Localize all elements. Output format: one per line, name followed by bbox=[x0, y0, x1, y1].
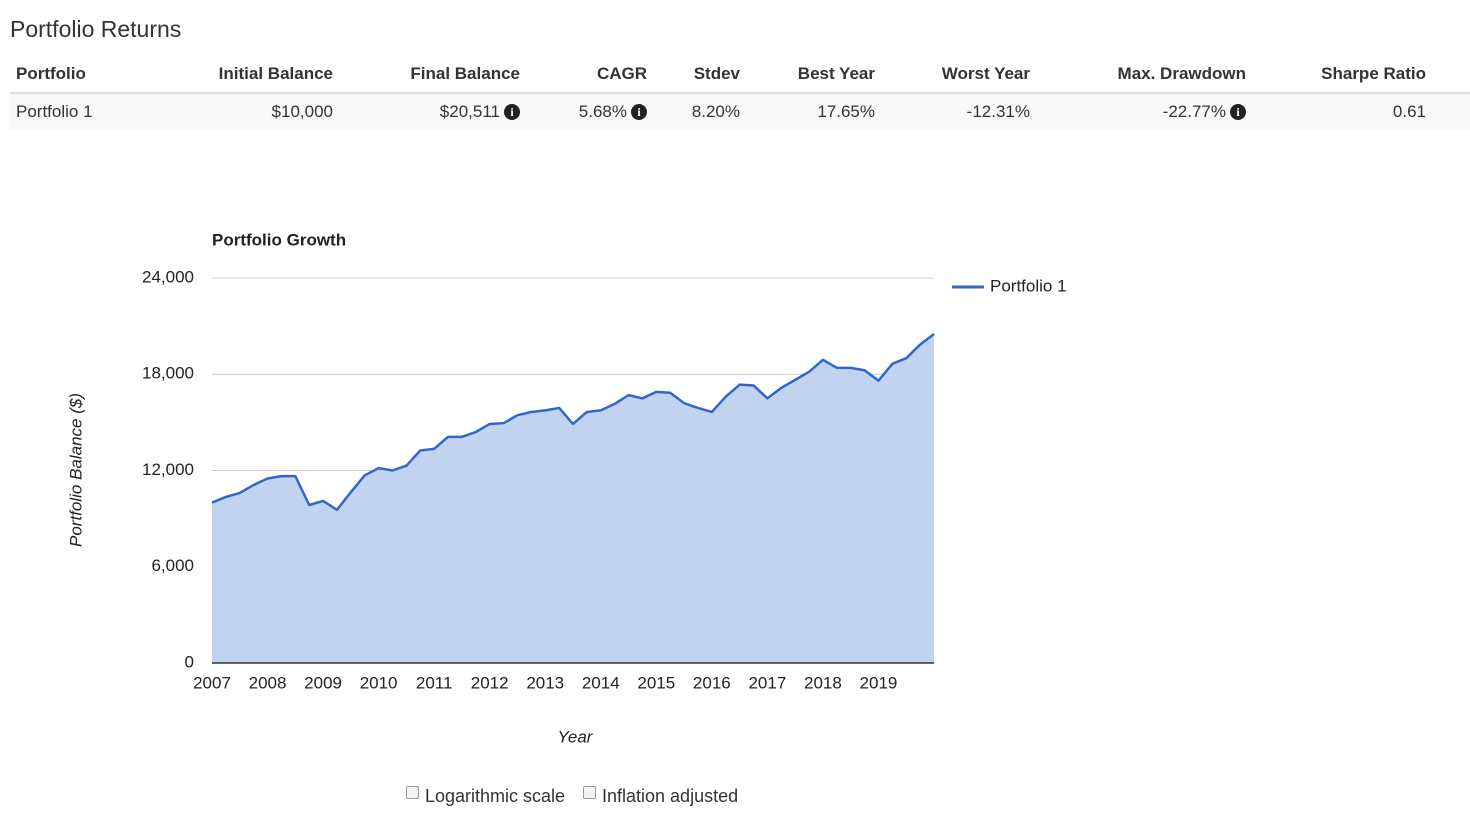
cell: 17.65% bbox=[746, 93, 881, 130]
checkbox-label: Inflation adjusted bbox=[602, 786, 739, 806]
info-icon[interactable]: i bbox=[631, 104, 647, 120]
column-header: Portfolio bbox=[10, 55, 200, 94]
column-header: Max. Drawdown bbox=[1036, 55, 1252, 94]
checkbox[interactable] bbox=[406, 786, 419, 799]
legend-label: Portfolio 1 bbox=[990, 276, 1067, 295]
column-header: CAGR bbox=[526, 55, 653, 94]
area-fill bbox=[212, 333, 934, 663]
data-row: Portfolio 1 $10,000 $20,511 i 5.68% i 8.20… bbox=[10, 93, 1470, 130]
cell: -22.77% bbox=[1162, 102, 1226, 121]
column-header: Stdev bbox=[653, 55, 746, 94]
cell: $10,000 bbox=[200, 93, 339, 130]
chart-title: Portfolio Growth bbox=[212, 230, 346, 249]
cell-with-info: $20,511 i bbox=[339, 93, 526, 130]
y-axis-label: Portfolio Balance ($) bbox=[66, 393, 85, 547]
y-tick-label: 12,000 bbox=[142, 460, 194, 479]
column-header: Final Balance bbox=[339, 55, 526, 94]
y-tick-label: 0 bbox=[185, 652, 194, 671]
x-tick-label: 2018 bbox=[804, 673, 842, 692]
x-tick-label: 2012 bbox=[471, 673, 509, 692]
chart: Portfolio Growth Year Portfolio Balance … bbox=[66, 230, 1067, 746]
x-tick-label: 2015 bbox=[637, 673, 675, 692]
section-title: Portfolio Returns bbox=[10, 16, 182, 42]
column-header: Best Year bbox=[746, 55, 881, 94]
cell: 5.68% bbox=[578, 102, 627, 121]
returns-table: Portfolio Initial Balance Final Balance … bbox=[10, 55, 1470, 130]
header-row: Portfolio Initial Balance Final Balance … bbox=[10, 55, 1470, 94]
cell: 8.20% bbox=[653, 93, 746, 130]
x-tick-label: 2014 bbox=[582, 673, 620, 692]
cell: $20,511 bbox=[439, 102, 500, 121]
x-tick-label: 2017 bbox=[748, 673, 786, 692]
x-tick-label: 2019 bbox=[860, 673, 898, 692]
y-tick-label: 6,000 bbox=[151, 556, 194, 575]
cell: 0.61 bbox=[1252, 93, 1432, 130]
column-header: Sharpe Ratio bbox=[1252, 55, 1432, 94]
y-tick-label: 24,000 bbox=[142, 267, 194, 286]
info-icon[interactable]: i bbox=[504, 104, 520, 120]
x-tick-label: 2013 bbox=[526, 673, 564, 692]
cell: -12.31% bbox=[881, 93, 1036, 130]
x-tick-label: 2008 bbox=[249, 673, 287, 692]
inflation-checkbox[interactable]: Inflation adjusted bbox=[583, 786, 738, 807]
x-tick-label: 2011 bbox=[416, 673, 453, 692]
info-icon[interactable]: i bbox=[1230, 104, 1246, 120]
spacer bbox=[1432, 55, 1470, 94]
checkbox[interactable] bbox=[583, 786, 596, 799]
column-header: Worst Year bbox=[881, 55, 1036, 94]
x-tick-label: 2007 bbox=[193, 673, 231, 692]
area-line bbox=[211, 332, 935, 512]
cell-with-info: 5.68% i bbox=[526, 93, 653, 130]
log-scale-checkbox[interactable]: Logarithmic scale bbox=[406, 786, 565, 807]
x-tick-label: 2009 bbox=[304, 673, 342, 692]
column-header: Initial Balance bbox=[200, 55, 339, 94]
x-tick-label: 2010 bbox=[360, 673, 398, 692]
x-axis-label: Year bbox=[558, 727, 594, 746]
y-tick-label: 18,000 bbox=[142, 364, 194, 383]
spacer bbox=[1432, 93, 1470, 130]
checkbox-label: Logarithmic scale bbox=[425, 786, 566, 806]
cell-with-info: -22.77% i bbox=[1036, 93, 1252, 130]
x-tick-label: 2016 bbox=[693, 673, 731, 692]
cell: Portfolio 1 bbox=[10, 93, 200, 130]
